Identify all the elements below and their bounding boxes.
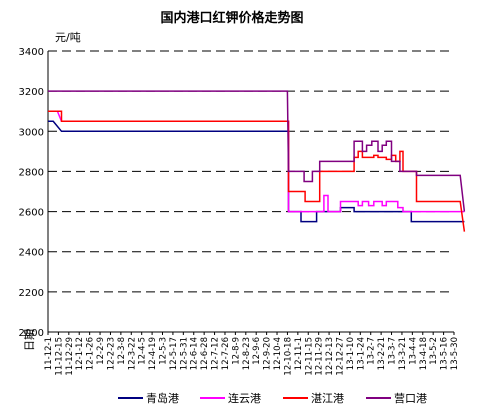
plot-area [47,51,454,333]
x-tick-label: 12-1-12 [75,337,85,370]
x-tick-label: 12-12-27 [335,337,345,376]
x-tick-label: 11-12-29 [65,337,75,376]
series-line [48,120,465,223]
x-tick-label: 12-9-6 [252,337,262,365]
y-tick-label: 2600 [19,208,44,219]
x-tick-label: 12-4-19 [148,337,158,370]
y-tick-label: 2400 [19,248,44,259]
x-tick-label: 12-11-29 [315,337,325,376]
x-tick-label: 13-1-24 [356,337,366,370]
y-tick-label: 3000 [19,127,44,138]
legend: 青岛港 连云港 湛江港 营口港 [118,391,427,405]
legend-label: 连云港 [228,392,261,405]
x-tick-label: 13-5-30 [450,337,460,370]
series-line [48,90,466,212]
x-tick-label: 12-8-9 [231,337,241,365]
y-axis-unit: 元/吨 [55,31,81,44]
series-lines [48,90,466,232]
y-axis-ticks: 2000 2200 2400 2600 2800 3000 3200 3400 [19,47,44,339]
series-line [48,110,466,232]
x-tick-label: 12-7-26 [221,337,231,370]
gridlines [48,50,454,293]
x-tick-label: 12-6-28 [200,337,210,370]
x-tick-label: 11-12-15 [54,337,64,376]
y-tick-label: 3200 [19,87,44,98]
legend-label: 青岛港 [146,391,179,405]
x-tick-label: 12-5-17 [169,337,179,370]
y-tick-label: 2200 [19,288,44,299]
x-tick-label: 12-5-31 [179,337,189,370]
x-tick-label: 12-7-12 [211,337,221,370]
legend-label: 湛江港 [311,392,344,405]
x-axis-ticks: 11-12-1 11-12-15 11-12-29 12-1-12 12-1-26 12-… [44,332,460,376]
x-tick-label: 12-12-13 [325,337,335,376]
x-tick-label: 12-6-14 [190,337,200,370]
x-tick-label: 13-4-18 [419,337,429,370]
x-tick-label: 12-3-8 [117,337,127,365]
x-tick-label: 12-11-15 [304,337,314,376]
x-tick-label: 12-10-4 [273,337,283,370]
legend-label: 营口港 [394,391,427,405]
x-tick-label: 13-4-4 [408,337,418,365]
x-tick-label: 13-1-10 [346,337,356,370]
chart-title: 国内港口红钾价格走势图 [160,10,303,26]
x-tick-label: 13-5-2 [429,337,439,365]
x-tick-label: 13-3-21 [398,337,408,370]
x-tick-label: 12-1-26 [86,337,96,370]
x-tick-label: 12-10-18 [283,337,293,376]
x-tick-label: 12-3-22 [127,337,137,370]
x-tick-label: 13-2-21 [377,337,387,370]
x-tick-label: 12-9-20 [263,337,273,370]
x-tick-label: 13-5-16 [440,337,450,370]
x-tick-label: 12-8-23 [242,337,252,370]
x-tick-label: 12-2-23 [106,337,116,370]
x-tick-label: 11-12-1 [44,337,54,370]
series-line [48,110,465,213]
x-tick-label: 13-3-7 [388,337,398,365]
x-tick-label: 12-11-1 [294,337,304,370]
x-axis-label: 日期 [23,329,36,351]
y-tick-label: 2000 [19,328,44,339]
y-tick-label: 3400 [19,47,44,58]
x-tick-label: 12-4-5 [138,337,148,365]
x-tick-label: 12-5-3 [159,337,169,365]
y-tick-label: 2800 [19,167,44,178]
x-tick-label: 12-2-9 [96,337,106,365]
x-tick-label: 13-2-7 [367,337,377,365]
